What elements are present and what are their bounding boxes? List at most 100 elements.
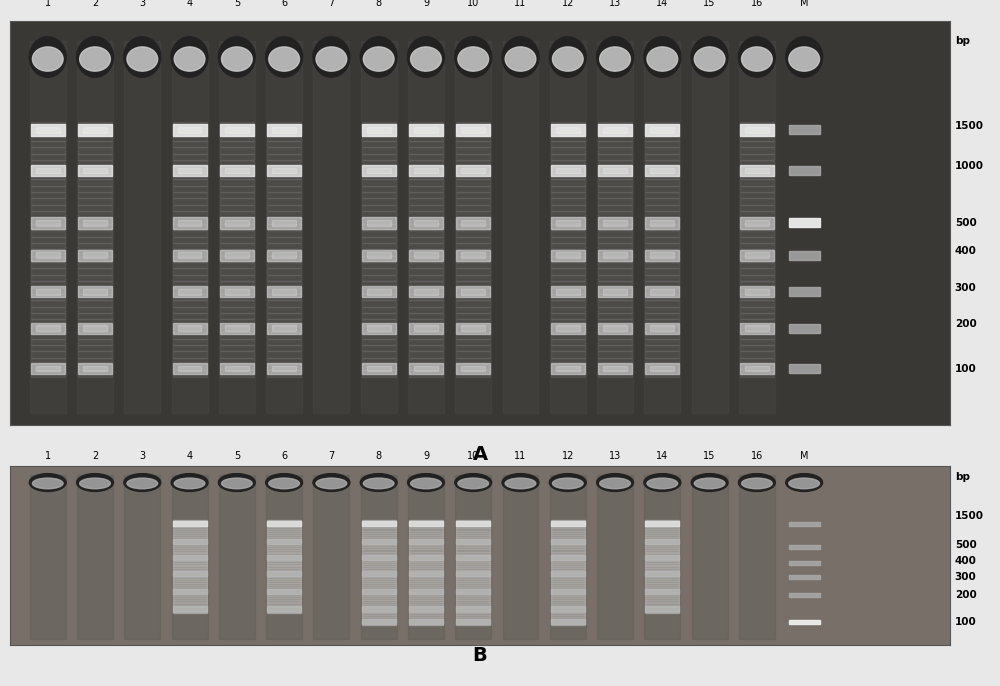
Bar	[31, 198, 65, 204]
Text: 200: 200	[955, 319, 976, 329]
Bar	[789, 219, 820, 227]
Bar	[456, 262, 490, 268]
Bar	[645, 160, 679, 167]
Bar	[31, 141, 65, 147]
Text: 9: 9	[423, 0, 429, 8]
Text: 300: 300	[955, 572, 976, 582]
Bar	[456, 154, 490, 160]
Bar	[645, 313, 679, 320]
Text: 1: 1	[45, 451, 51, 461]
Bar	[409, 313, 443, 320]
Bar	[645, 307, 679, 313]
Bar	[551, 532, 585, 534]
Bar	[456, 583, 490, 585]
Bar	[78, 128, 112, 134]
Bar	[551, 604, 585, 606]
Bar	[645, 192, 679, 198]
Bar	[173, 217, 207, 224]
Bar	[173, 154, 207, 160]
Bar	[362, 556, 396, 558]
Bar	[456, 165, 490, 176]
Bar	[598, 249, 632, 256]
Bar	[173, 128, 207, 134]
Ellipse shape	[742, 478, 772, 488]
Bar	[745, 127, 769, 132]
Bar	[409, 179, 443, 185]
Ellipse shape	[29, 37, 66, 78]
Bar	[173, 275, 207, 281]
Bar	[409, 528, 443, 530]
Bar	[409, 154, 443, 160]
Bar	[31, 351, 65, 357]
Bar	[220, 179, 254, 185]
Bar	[456, 569, 490, 571]
Text: 14: 14	[656, 0, 668, 8]
Bar	[173, 576, 207, 578]
Bar	[645, 581, 679, 583]
Bar	[267, 134, 301, 141]
Bar	[173, 320, 207, 326]
Bar	[789, 619, 820, 624]
Bar	[645, 167, 679, 173]
Bar	[598, 141, 632, 147]
Text: 5: 5	[234, 451, 240, 461]
Bar	[645, 600, 679, 602]
Bar	[645, 179, 679, 185]
Bar	[362, 322, 396, 334]
Bar	[31, 204, 65, 211]
Bar	[414, 252, 438, 258]
Text: 8: 8	[376, 451, 382, 461]
Bar	[598, 294, 632, 300]
Bar	[31, 300, 65, 307]
Bar	[409, 520, 443, 522]
Text: 9: 9	[423, 451, 429, 461]
Ellipse shape	[549, 473, 586, 491]
Bar	[645, 604, 679, 605]
Bar	[603, 366, 627, 372]
Bar	[409, 345, 443, 351]
Bar	[645, 611, 679, 613]
Bar	[645, 332, 679, 338]
Bar	[173, 546, 207, 548]
Bar	[551, 345, 585, 351]
Bar	[220, 357, 254, 364]
Bar	[267, 262, 301, 268]
Bar	[220, 198, 254, 204]
Bar	[551, 192, 585, 198]
Bar	[362, 134, 396, 141]
Bar	[456, 147, 490, 154]
Bar	[409, 256, 443, 262]
Bar	[740, 230, 774, 237]
Bar	[362, 526, 396, 528]
Bar	[456, 562, 490, 564]
Bar	[362, 287, 396, 294]
Bar	[173, 591, 207, 592]
Bar	[645, 607, 679, 609]
Bar	[456, 124, 490, 136]
Bar	[789, 287, 820, 296]
Bar	[740, 281, 774, 287]
Bar	[220, 237, 254, 243]
Bar	[362, 230, 396, 237]
Bar	[645, 531, 679, 533]
Bar	[598, 286, 632, 298]
Bar	[78, 198, 112, 204]
Bar	[556, 252, 580, 258]
Bar	[173, 605, 207, 607]
Bar	[267, 165, 301, 176]
Bar	[645, 363, 679, 375]
Bar	[78, 320, 112, 326]
Bar	[220, 154, 254, 160]
Bar	[30, 41, 66, 413]
Bar	[551, 539, 585, 541]
Bar	[645, 217, 679, 224]
Bar	[645, 546, 679, 548]
Bar	[173, 522, 207, 523]
Bar	[272, 167, 296, 173]
Text: M: M	[800, 451, 808, 461]
Bar	[456, 211, 490, 217]
Bar	[456, 608, 490, 611]
Bar	[645, 565, 679, 567]
Bar	[456, 528, 490, 530]
Bar	[173, 300, 207, 307]
